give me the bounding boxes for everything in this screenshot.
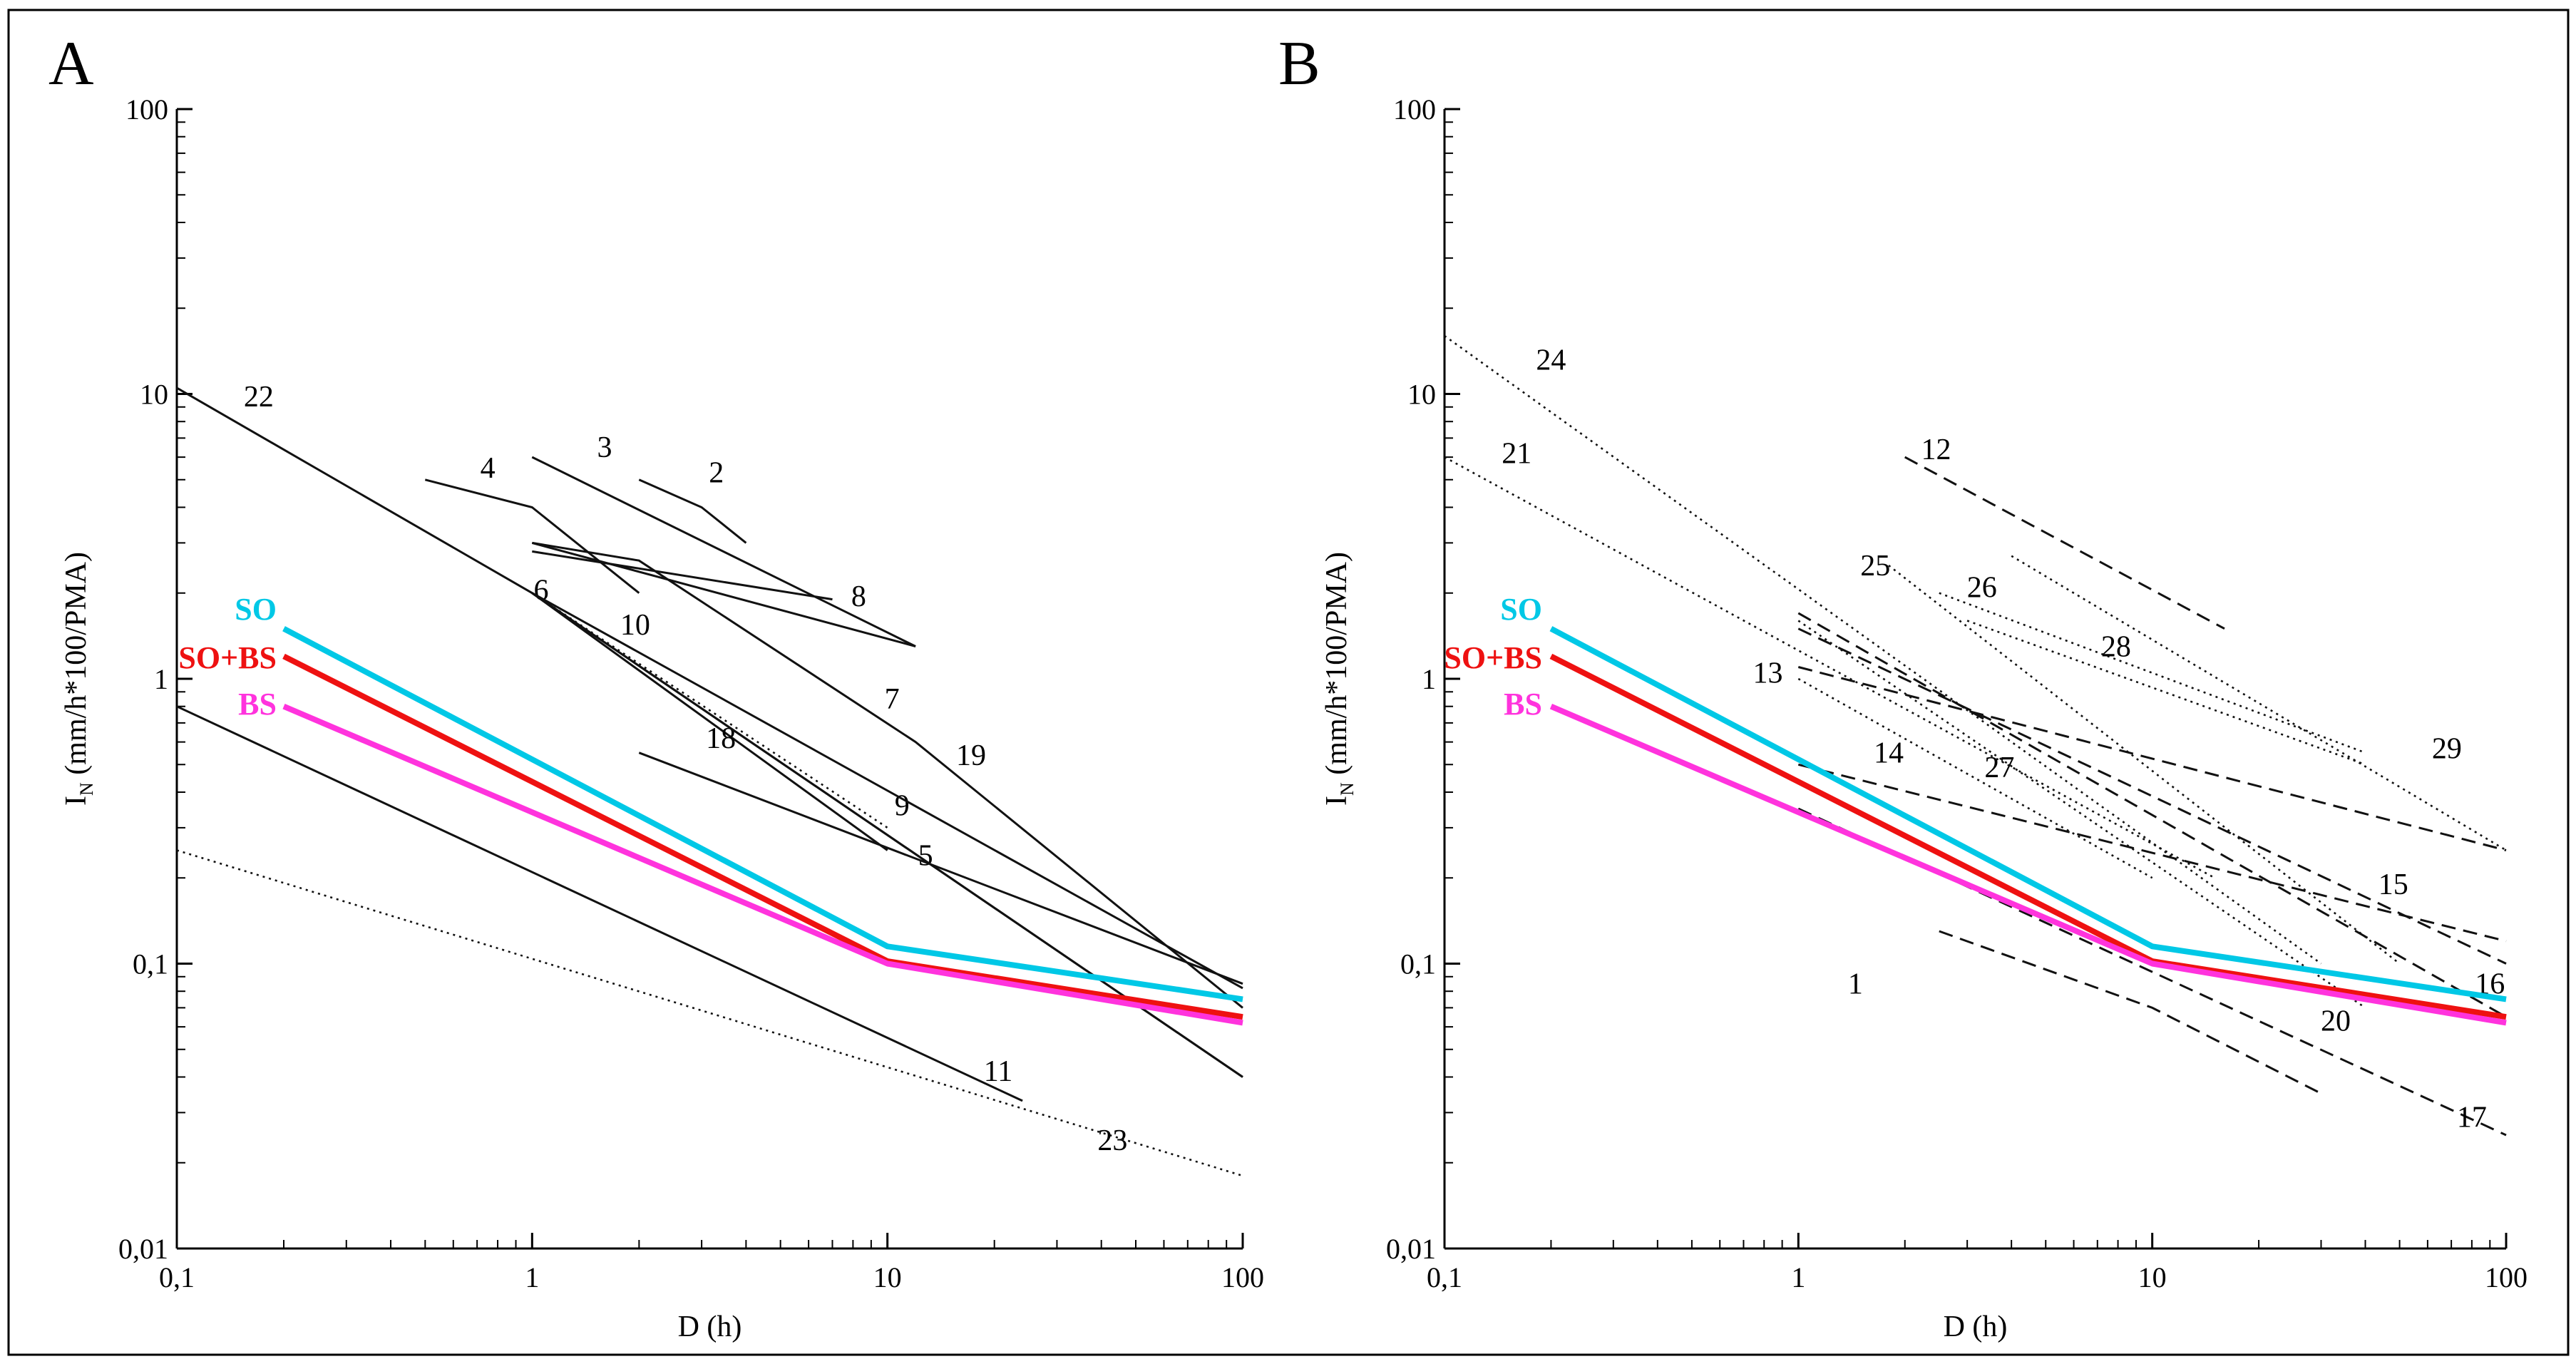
panel-a-so-bs-label: SO+BS bbox=[178, 640, 277, 675]
panel-b-so-line bbox=[1549, 626, 2507, 1003]
panel-a-y-tick-label: 100 bbox=[125, 93, 168, 125]
panel-b-series-15-label: 15 bbox=[2379, 868, 2408, 901]
panel-b-so-label: SO bbox=[1500, 592, 1542, 627]
panel-b-series-16-line bbox=[1797, 612, 2507, 1018]
panel-b-series-13-line bbox=[1797, 666, 2507, 851]
panel-b-series-12-label: 12 bbox=[1921, 434, 1951, 466]
panel-a-series-2-label: 2 bbox=[709, 457, 724, 490]
panel-b-series-14-label: 14 bbox=[1874, 737, 1904, 770]
panel-a-series-7-line bbox=[531, 541, 916, 647]
panel-a-series-19-label: 19 bbox=[956, 739, 986, 772]
panel-b-series-28-label: 28 bbox=[2101, 630, 2131, 663]
panel-a-series-8-line bbox=[532, 550, 833, 601]
panel-b-y-tick-label: 1 bbox=[1422, 663, 1436, 695]
panel-b-letter: B bbox=[1278, 29, 1320, 98]
panel-b-series-21-label: 21 bbox=[1502, 437, 1531, 470]
panel-a-series-3-label: 3 bbox=[597, 431, 612, 464]
panel-a-y-tick-label: 0,01 bbox=[118, 1233, 168, 1265]
panel-a-series-8-label: 8 bbox=[851, 580, 866, 613]
panel-a-series-11-label: 11 bbox=[984, 1055, 1012, 1088]
panel-a-series-6-line bbox=[532, 541, 1243, 1009]
panel-a-series-4-line bbox=[424, 478, 640, 594]
panel-a-series-9-label: 9 bbox=[895, 789, 910, 822]
panel-b-series-20-line bbox=[1797, 620, 2366, 1009]
figure-border bbox=[7, 9, 2570, 1356]
panel-b-x-tick-label: 0,1 bbox=[1427, 1261, 1462, 1293]
panel-b-series-17-label: 17 bbox=[2457, 1101, 2487, 1134]
panel-a-letter: A bbox=[48, 29, 94, 98]
panel-b-series-12-line bbox=[1904, 456, 2225, 630]
panel-a-so-line bbox=[282, 626, 1243, 1003]
panel-b-y-tick-label: 10 bbox=[1407, 379, 1436, 411]
panel-b-series-29-label: 29 bbox=[2432, 733, 2462, 766]
panel-a-series-11-line bbox=[176, 705, 1023, 1102]
panel-b-series-15-line bbox=[1797, 627, 2507, 965]
panel-a-y-tick-label: 0,1 bbox=[133, 948, 168, 980]
panel-a-series-5-line bbox=[531, 592, 888, 851]
panel-b-x-tick-label: 100 bbox=[2485, 1261, 2528, 1293]
panel-a-series-10-label: 10 bbox=[620, 609, 650, 642]
panel-a-y-tick-label: 1 bbox=[154, 663, 168, 695]
panel-b-x-axis-title: D (h) bbox=[1944, 1311, 2008, 1343]
panel-a-bs-label: BS bbox=[238, 687, 277, 722]
panel-a-series-2-line bbox=[638, 478, 747, 544]
panel-a-series-22-label: 22 bbox=[244, 381, 274, 414]
panel-b-y-tick-label: 0,01 bbox=[1386, 1233, 1436, 1265]
panel-a-y-axis-title: IN (mm/h*100/PMA) bbox=[60, 552, 97, 806]
panel-b-y-tick-label: 100 bbox=[1393, 93, 1436, 125]
panel-b-series-25-label: 25 bbox=[1860, 550, 1890, 583]
panel-a-series-18-line bbox=[638, 752, 1243, 985]
panel-a-series-19-line bbox=[531, 592, 1243, 990]
panel-b-so-bs-label: SO+BS bbox=[1444, 640, 1542, 675]
panel-b-series-26-label: 26 bbox=[1967, 571, 1997, 604]
panel-b-series-1-label: 1 bbox=[1848, 968, 1863, 1001]
panel-a-so-label: SO bbox=[235, 592, 277, 627]
panel-b-y-tick-label: 0,1 bbox=[1400, 948, 1436, 980]
panel-a-x-tick-label: 10 bbox=[873, 1261, 902, 1293]
panel-b-series-13-label: 13 bbox=[1753, 657, 1783, 690]
panel-a-series-22-line bbox=[176, 386, 1243, 1078]
panel-b-series-27-label: 27 bbox=[1984, 752, 2014, 784]
panel-b-series-1-line bbox=[1939, 930, 2322, 1094]
panel-a-series-23-label: 23 bbox=[1097, 1124, 1127, 1157]
panel-a-series-4-label: 4 bbox=[481, 452, 496, 485]
panel-a-x-axis-title: D (h) bbox=[678, 1311, 742, 1343]
panel-b-series-14-line bbox=[1797, 763, 2507, 943]
panel-b-bs-label: BS bbox=[1504, 687, 1542, 722]
panel-b-series-24-line bbox=[1444, 334, 2322, 965]
panel-b-x-tick-label: 10 bbox=[2138, 1261, 2167, 1293]
panel-b-series-17-line bbox=[1797, 807, 2507, 1137]
panel-a-series-18-label: 18 bbox=[706, 722, 736, 755]
panel-b-bs-line bbox=[1549, 704, 2507, 1026]
panel-a-bs-line bbox=[282, 704, 1243, 1026]
panel-b-series-24-label: 24 bbox=[1536, 344, 1566, 376]
panel-a-x-tick-label: 0,1 bbox=[159, 1261, 195, 1293]
panel-a-x-tick-label: 100 bbox=[1221, 1261, 1264, 1293]
panel-b-series-26-line bbox=[1939, 592, 2366, 754]
panel-b-y-axis-title: IN (mm/h*100/PMA) bbox=[1320, 552, 1358, 806]
panel-a-series-7-label: 7 bbox=[885, 683, 900, 716]
panel-a-series-5-label: 5 bbox=[918, 840, 933, 873]
panel-b-x-tick-label: 1 bbox=[1791, 1261, 1805, 1293]
panel-a-series-3-line bbox=[531, 456, 916, 647]
panel-b-series-20-label: 20 bbox=[2321, 1005, 2351, 1038]
panel-a-x-tick-label: 1 bbox=[525, 1261, 539, 1293]
panel-b-series-25-line bbox=[1888, 564, 2401, 965]
panel-a-y-tick-label: 10 bbox=[140, 379, 168, 411]
